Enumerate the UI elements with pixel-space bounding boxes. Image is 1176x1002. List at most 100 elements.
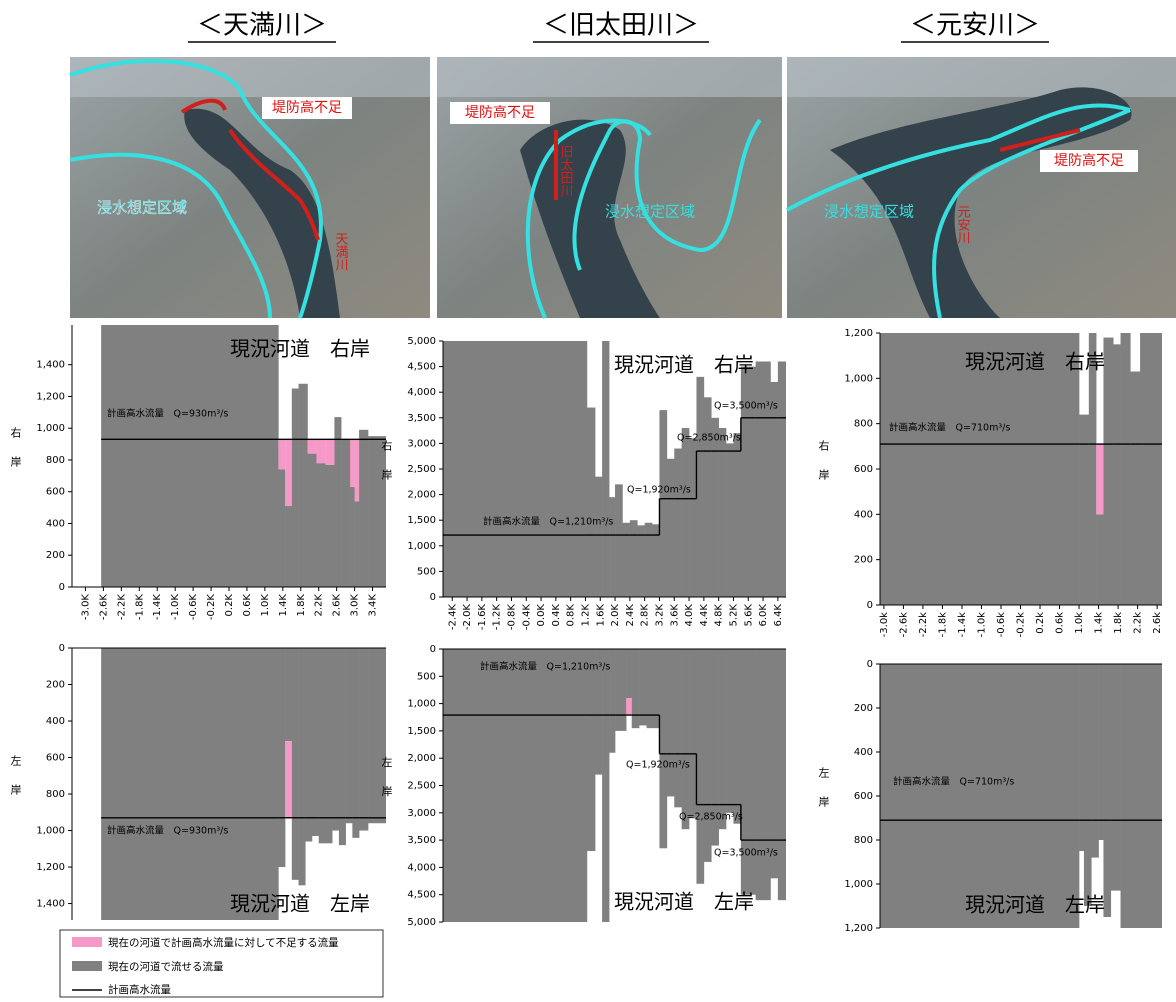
capacity-bar [711, 417, 719, 597]
x-tick-label: -2.2k [918, 612, 929, 638]
capacity-bar [341, 439, 351, 587]
x-tick-label: 4.4K [699, 604, 710, 627]
capacity-bar [1110, 664, 1121, 891]
capacity-bar [1120, 664, 1162, 928]
x-tick-label: -2.6k [898, 612, 909, 638]
capacity-bar [586, 407, 596, 597]
x-tick-label: -2.0K [462, 604, 473, 631]
x-tick-label: 4.8K [714, 604, 725, 627]
capacity-bar [350, 486, 355, 587]
y-tick-label: 1,000 [844, 373, 873, 384]
capacity-bar [615, 484, 623, 597]
capacity-bar [1140, 333, 1162, 605]
y-tick-label: 1,400 [36, 899, 65, 910]
capacity-bar [609, 649, 616, 753]
capacity-bar [278, 469, 286, 587]
capacity-bar [880, 333, 1080, 605]
y-tick-label: 1,000 [36, 826, 65, 837]
capacity-bar [1103, 337, 1114, 605]
y-tick-label: 800 [46, 789, 65, 800]
y-tick-label: 4,000 [407, 387, 436, 398]
x-tick-label: 1.0K [260, 594, 271, 617]
capacity-bar [615, 649, 627, 731]
capacity-bar [646, 649, 660, 729]
river-title: ＜元安川＞ [910, 11, 1040, 41]
plan-annotation: Q=3,500m³/s [714, 401, 778, 412]
x-tick-label: -0.2k [1016, 612, 1027, 638]
capacity-bar [659, 649, 668, 849]
y-tick-label: 2,500 [407, 781, 436, 792]
aerial-photo: 堤防高不足 浸水想定区域 天満川 [69, 57, 430, 319]
x-tick-label: 1.8K [296, 594, 307, 617]
capacity-bar [602, 341, 610, 597]
y-tick-label: 3,500 [407, 413, 436, 424]
x-tick-label: 1.8k [1113, 612, 1124, 634]
capacity-bar [659, 410, 668, 597]
capacity-bar [285, 648, 293, 742]
y-tick-label: 1,200 [844, 923, 873, 934]
capacity-bar [755, 361, 771, 597]
x-tick-label: 1.4k [1094, 612, 1105, 634]
legend-swatch [72, 937, 102, 947]
y-tick-label: 4,500 [407, 890, 436, 901]
bank-label: 現況河道 左岸 [230, 892, 370, 916]
capacity-bar [629, 520, 638, 597]
capacity-bar [334, 417, 342, 587]
plan-annotation: 計画高水流量 Q=930m³/s [107, 825, 228, 837]
bank-label: 現況河道 左岸 [614, 890, 754, 914]
legend-swatch [72, 961, 102, 971]
x-tick-label: 2.0K [610, 604, 621, 627]
bank-label: 現況河道 右岸 [965, 350, 1105, 374]
y-tick-label: 0 [867, 659, 873, 670]
capacity-bar [689, 438, 697, 597]
x-tick-label: 5.2K [728, 604, 739, 627]
y-tick-label: 500 [417, 671, 436, 682]
capacity-bar [307, 453, 317, 587]
y-tick-label: 1,500 [407, 515, 436, 526]
y-axis-label: 右岸 [817, 439, 830, 498]
plan-annotation: 計画高水流量 Q=1,210m³/s [480, 661, 610, 673]
x-tick-label: 2.8K [640, 604, 651, 627]
y-tick-label: 400 [46, 518, 65, 529]
x-tick-label: 3.6K [669, 604, 680, 627]
capacity-bar [1088, 333, 1097, 605]
capacity-bar [354, 501, 360, 587]
y-tick-label: 0 [430, 644, 436, 655]
aerial-photo: 堤防高不足 浸水想定区域 元安川 [786, 57, 1176, 319]
y-tick-label: 1,000 [36, 423, 65, 434]
y-tick-label: 400 [854, 747, 873, 758]
capacity-bar [626, 649, 633, 699]
capacity-bar [443, 341, 588, 597]
y-tick-label: 3,500 [407, 835, 436, 846]
x-tick-label: 1.4K [278, 594, 289, 617]
capacity-bar [726, 649, 734, 813]
bank-label: 現況河道 右岸 [230, 337, 370, 361]
capacity-bar [1091, 664, 1099, 858]
capacity-bar [652, 524, 660, 597]
plan-annotation: 計画高水流量 Q=710m³/s [893, 776, 1014, 788]
y-tick-label: 200 [46, 680, 65, 691]
x-tick-label: 6.4K [773, 604, 784, 627]
y-axis-label: 右岸 [380, 439, 393, 498]
x-tick-label: -1.4K [152, 594, 163, 621]
capacity-bar [298, 383, 308, 587]
y-tick-label: 0 [59, 582, 65, 593]
y-axis-label: 右岸 [9, 426, 22, 485]
plan-annotation: Q=1,920m³/s [626, 760, 690, 771]
y-axis-label: 左岸 [380, 756, 393, 814]
y-tick-label: 1,400 [36, 360, 65, 371]
capacity-bar [703, 649, 712, 862]
legend [59, 929, 384, 998]
capacity-bar [1079, 414, 1090, 605]
y-tick-label: 400 [46, 716, 65, 727]
legend-label: 現在の河道で計画高水流量に対して不足する流量 [108, 936, 339, 949]
capacity-bar [639, 649, 647, 726]
capacity-bar [674, 649, 682, 808]
y-tick-label: 600 [854, 791, 873, 802]
x-tick-label: -3.0k [879, 612, 890, 638]
capacity-bar [631, 649, 640, 729]
plot [880, 664, 1162, 928]
capacity-bar [880, 664, 1080, 928]
x-tick-label: -2.4K [447, 604, 458, 631]
